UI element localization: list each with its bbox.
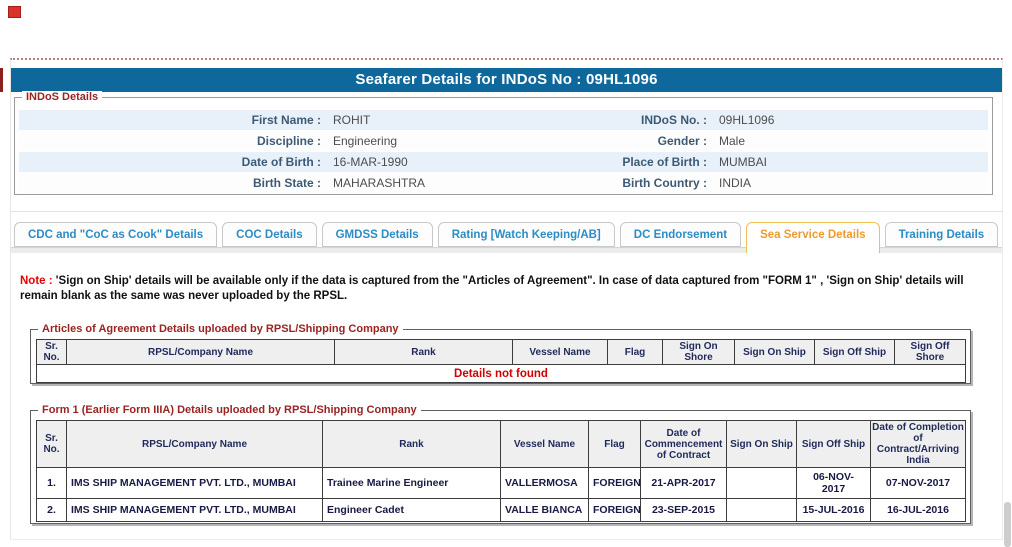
row2-vessel: VALLE BIANCA (500, 498, 589, 522)
articles-legend: Articles of Agreement Details uploaded b… (38, 323, 403, 336)
articles-col-sign-off-shore: Sign Off Shore (894, 339, 966, 365)
indos-row-first-name: First Name : ROHIT INDoS No. : 09HL1096 (19, 110, 988, 130)
row1-sr: 1. (36, 467, 67, 499)
row2-completion: 16-JUL-2016 (870, 498, 966, 522)
row2-sr: 2. (36, 498, 67, 522)
form1-legend: Form 1 (Earlier Form IIIA) Details uploa… (38, 404, 421, 417)
vertical-scrollbar-thumb[interactable] (1004, 502, 1011, 547)
articles-col-flag: Flag (607, 339, 663, 365)
birth-state-value: MAHARASHTRA (333, 176, 426, 190)
birth-country-value: INDIA (719, 176, 752, 190)
tab-strip-baseline (11, 247, 1002, 253)
gender-value: Male (719, 134, 746, 148)
articles-col-sign-on-shore: Sign On Shore (662, 339, 735, 365)
tab-sea-service-details[interactable]: Sea Service Details (746, 222, 880, 253)
gender-label: Gender : (657, 134, 707, 148)
window-edge-artifact (0, 68, 3, 92)
indos-row-discipline: Discipline : Engineering Gender : Male (19, 131, 988, 151)
tab-coc-details[interactable]: COC Details (222, 222, 317, 247)
note-body: 'Sign on Ship' details will be available… (20, 275, 964, 302)
row2-flag: FOREIGN (588, 498, 641, 522)
form1-col-vessel: Vessel Name (500, 420, 589, 468)
form1-col-flag: Flag (588, 420, 641, 468)
articles-table: Sr. No. RPSL/Company Name Rank Vessel Na… (36, 339, 966, 383)
broken-image-icon (8, 6, 21, 18)
indos-no-label: INDoS No. : (641, 113, 707, 127)
row1-sign-off-ship: 06-NOV-2017 (796, 467, 871, 499)
articles-col-company: RPSL/Company Name (66, 339, 335, 365)
row1-completion: 07-NOV-2017 (870, 467, 966, 499)
form1-col-completion: Date of Completion of Contract/Arriving … (870, 420, 966, 468)
note-prefix: Note : (20, 275, 53, 287)
tab-dc-endorsement[interactable]: DC Endorsement (619, 222, 742, 247)
row1-company: IMS SHIP MANAGEMENT PVT. LTD., MUMBAI (66, 467, 323, 499)
indos-row-birth-state: Birth State : MAHARASHTRA Birth Country … (19, 173, 988, 193)
form1-details-fieldset: Form 1 (Earlier Form IIIA) Details uploa… (30, 404, 971, 524)
row1-rank: Trainee Marine Engineer (322, 467, 501, 499)
indos-details-legend: INDoS Details (22, 91, 103, 104)
discipline-label: Discipline : (256, 134, 321, 148)
section-divider (10, 211, 1003, 212)
form1-row-1: 1. IMS SHIP MANAGEMENT PVT. LTD., MUMBAI… (36, 467, 966, 499)
first-name-value: ROHIT (333, 113, 371, 127)
place-of-birth-value: MUMBAI (719, 155, 767, 169)
row1-flag: FOREIGN (588, 467, 641, 499)
row1-vessel: VALLERMOSA (500, 467, 589, 499)
indos-no-value: 09HL1096 (719, 113, 775, 127)
row2-sign-off-ship: 15-JUL-2016 (796, 498, 871, 522)
articles-col-sign-on-ship: Sign On Ship (734, 339, 815, 365)
form1-header-row: Sr. No. RPSL/Company Name Rank Vessel Na… (36, 420, 966, 468)
sign-on-ship-note: Note : 'Sign on Ship' details will be av… (20, 274, 992, 304)
place-of-birth-label: Place of Birth : (622, 155, 707, 169)
birth-state-label: Birth State : (252, 176, 321, 190)
form1-row-2: 2. IMS SHIP MANAGEMENT PVT. LTD., MUMBAI… (36, 498, 966, 522)
tab-bar: CDC and "CoC as Cook" Details COC Detail… (14, 222, 999, 253)
row2-rank: Engineer Cadet (322, 498, 501, 522)
first-name-label: First Name : (251, 113, 321, 127)
page-title: Seafarer Details for INDoS No : 09HL1096 (11, 68, 1002, 92)
articles-col-sign-off-ship: Sign Off Ship (814, 339, 895, 365)
articles-of-agreement-fieldset: Articles of Agreement Details uploaded b… (30, 323, 971, 384)
form1-col-commencement: Date of Commencement of Contract (640, 420, 727, 468)
form1-col-company: RPSL/Company Name (66, 420, 323, 468)
articles-header-row: Sr. No. RPSL/Company Name Rank Vessel Na… (36, 339, 966, 365)
discipline-value: Engineering (333, 134, 398, 148)
indos-details-rows: First Name : ROHIT INDoS No. : 09HL1096 … (19, 110, 988, 194)
row1-sign-on-ship (726, 467, 797, 499)
form1-table: Sr. No. RPSL/Company Name Rank Vessel Na… (36, 420, 966, 522)
form1-col-sign-on-ship: Sign On Ship (726, 420, 797, 468)
form1-col-sign-off-ship: Sign Off Ship (796, 420, 871, 468)
indos-details-fieldset: INDoS Details First Name : ROHIT INDoS N… (14, 91, 993, 195)
birth-country-label: Birth Country : (622, 176, 707, 190)
articles-empty-row: Details not found (36, 364, 966, 383)
tab-training-details[interactable]: Training Details (884, 222, 999, 247)
tab-cdc-coc-as-cook-details[interactable]: CDC and "CoC as Cook" Details (14, 222, 218, 247)
details-not-found-message: Details not found (36, 364, 966, 383)
tab-gmdss-details[interactable]: GMDSS Details (321, 222, 433, 247)
tab-rating-watch-keeping-ab[interactable]: Rating [Watch Keeping/AB] (437, 222, 615, 247)
articles-col-vessel: Vessel Name (512, 339, 608, 365)
articles-col-rank: Rank (334, 339, 513, 365)
date-of-birth-value: 16-MAR-1990 (333, 155, 408, 169)
row2-sign-on-ship (726, 498, 797, 522)
content-frame (10, 58, 1003, 540)
row2-commencement: 23-SEP-2015 (640, 498, 727, 522)
articles-col-sr-no: Sr. No. (36, 339, 67, 365)
date-of-birth-label: Date of Birth : (241, 155, 321, 169)
indos-row-birth-date: Date of Birth : 16-MAR-1990 Place of Bir… (19, 152, 988, 172)
form1-col-rank: Rank (322, 420, 501, 468)
row1-commencement: 21-APR-2017 (640, 467, 727, 499)
form1-col-sr-no: Sr. No. (36, 420, 67, 468)
row2-company: IMS SHIP MANAGEMENT PVT. LTD., MUMBAI (66, 498, 323, 522)
